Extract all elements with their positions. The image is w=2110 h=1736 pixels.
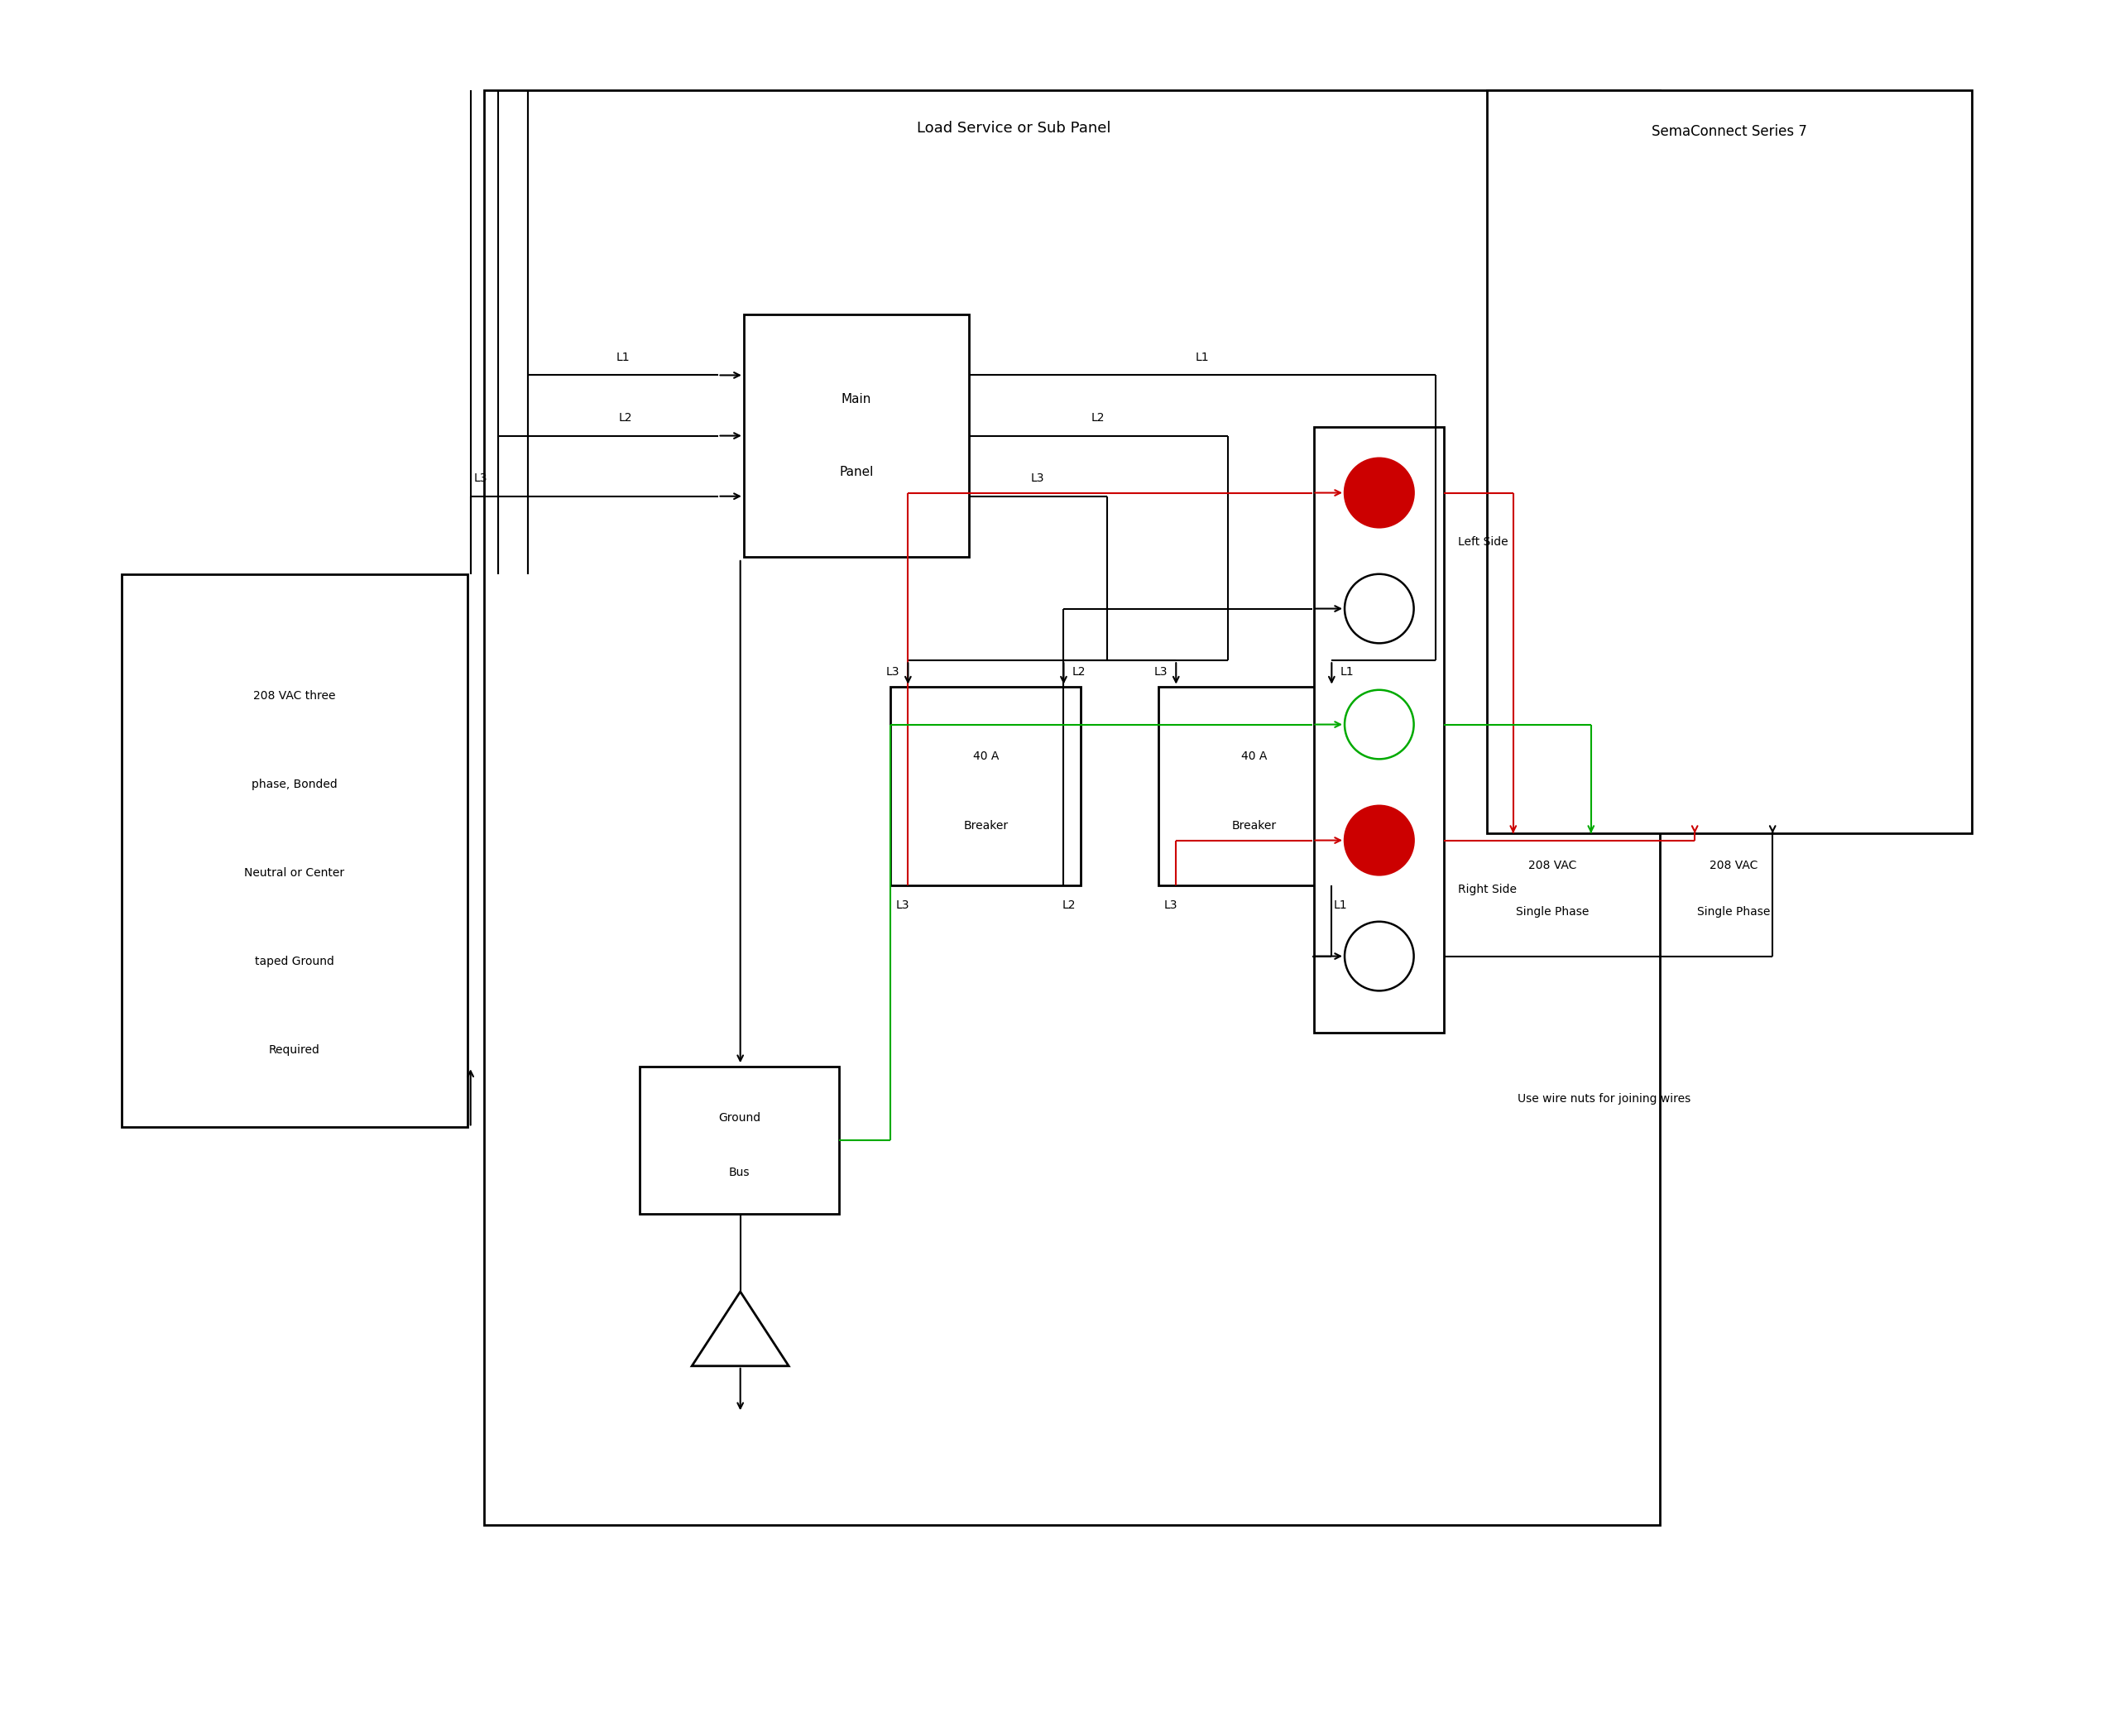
Bar xyxy=(120,575,466,1127)
Text: L2: L2 xyxy=(618,411,633,424)
Text: 40 A: 40 A xyxy=(1241,750,1266,762)
Text: taped Ground: taped Ground xyxy=(255,955,333,967)
Text: Panel: Panel xyxy=(840,465,874,477)
Text: phase, Bonded: phase, Bonded xyxy=(251,778,338,790)
Text: L1: L1 xyxy=(1194,351,1209,363)
Circle shape xyxy=(1344,922,1414,991)
Text: Neutral or Center: Neutral or Center xyxy=(245,866,344,878)
Circle shape xyxy=(1344,689,1414,759)
Text: L2: L2 xyxy=(1061,899,1076,911)
Circle shape xyxy=(1344,458,1414,528)
Text: 40 A: 40 A xyxy=(973,750,998,762)
Text: Right Side: Right Side xyxy=(1458,884,1517,896)
Bar xyxy=(1315,427,1443,1033)
Text: Breaker: Breaker xyxy=(964,819,1009,832)
Text: 208 VAC: 208 VAC xyxy=(1709,859,1758,871)
Text: Ground: Ground xyxy=(717,1113,760,1125)
Text: L3: L3 xyxy=(1154,667,1167,677)
Text: Single Phase: Single Phase xyxy=(1515,906,1589,918)
Bar xyxy=(890,686,1080,885)
Text: Required: Required xyxy=(268,1043,321,1055)
Text: L2: L2 xyxy=(1072,667,1087,677)
Bar xyxy=(743,314,968,557)
Bar xyxy=(485,90,1661,1524)
Text: Breaker: Breaker xyxy=(1232,819,1277,832)
Text: L3: L3 xyxy=(1165,899,1177,911)
Text: Load Service or Sub Panel: Load Service or Sub Panel xyxy=(916,122,1110,135)
Text: L1: L1 xyxy=(1334,899,1346,911)
Circle shape xyxy=(1344,575,1414,644)
Text: 208 VAC three: 208 VAC three xyxy=(253,689,335,701)
Text: L3: L3 xyxy=(897,899,909,911)
Bar xyxy=(1158,686,1348,885)
Text: Use wire nuts for joining wires: Use wire nuts for joining wires xyxy=(1517,1092,1690,1104)
Circle shape xyxy=(1344,806,1414,875)
Bar xyxy=(1488,90,1971,833)
Text: L3: L3 xyxy=(1032,472,1044,484)
Text: L1: L1 xyxy=(1340,667,1355,677)
Text: L1: L1 xyxy=(616,351,629,363)
Text: 208 VAC: 208 VAC xyxy=(1528,859,1576,871)
Text: SemaConnect Series 7: SemaConnect Series 7 xyxy=(1652,125,1806,139)
Text: L2: L2 xyxy=(1091,411,1106,424)
Text: Bus: Bus xyxy=(728,1167,749,1179)
Bar xyxy=(639,1068,840,1213)
Text: L3: L3 xyxy=(475,472,487,484)
Text: L3: L3 xyxy=(886,667,899,677)
Text: Main: Main xyxy=(842,394,871,406)
Text: Single Phase: Single Phase xyxy=(1696,906,1770,918)
Text: Left Side: Left Side xyxy=(1458,536,1509,549)
